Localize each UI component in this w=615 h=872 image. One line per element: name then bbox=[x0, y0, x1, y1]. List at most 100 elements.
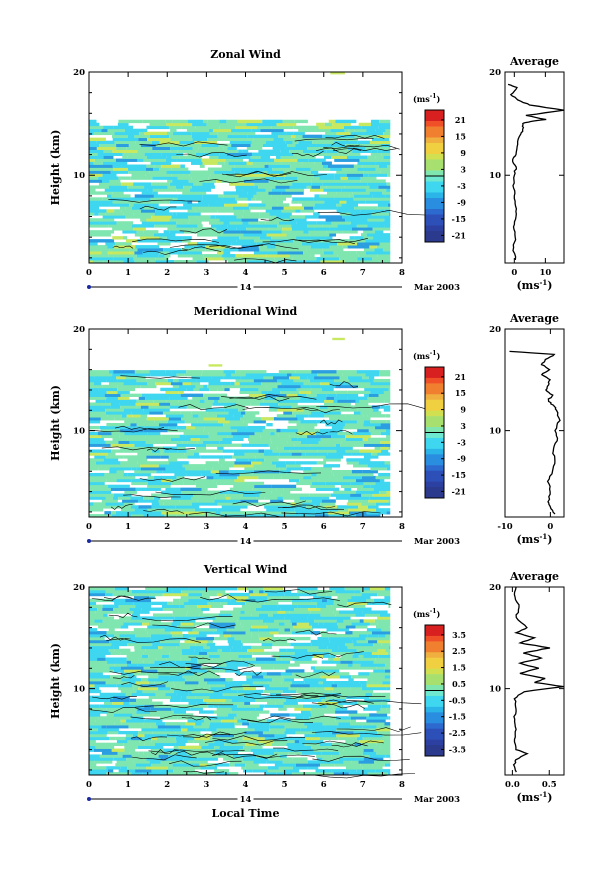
heatmap-cell bbox=[176, 188, 191, 192]
heatmap-cell bbox=[126, 654, 142, 658]
heatmap-cell bbox=[345, 657, 358, 661]
heatmap-cell bbox=[103, 155, 114, 159]
heatmap-cell bbox=[207, 639, 213, 644]
heatmap-cell bbox=[294, 751, 302, 755]
x-tick-label: 0 bbox=[86, 780, 92, 790]
heatmap-cell bbox=[133, 203, 155, 207]
x-tick-label: 3 bbox=[203, 780, 209, 790]
heatmap-cell bbox=[169, 218, 190, 222]
heatmap-cell bbox=[150, 636, 177, 641]
heatmap-cell bbox=[291, 134, 296, 139]
heatmap-cell bbox=[196, 149, 205, 153]
heatmap-cell bbox=[143, 751, 153, 755]
heatmap-cell bbox=[89, 164, 113, 168]
heatmap-cell bbox=[320, 260, 345, 264]
heatmap-cell bbox=[147, 625, 172, 629]
heatmap-cell bbox=[307, 648, 332, 653]
heatmap-cell bbox=[206, 443, 231, 447]
heatmap-cell bbox=[241, 443, 252, 447]
heatmap-cell bbox=[310, 710, 336, 714]
heatmap-cell bbox=[105, 657, 127, 661]
heatmap-cell bbox=[321, 161, 332, 165]
heatmap-cell bbox=[348, 713, 370, 717]
heatmap-cell bbox=[196, 701, 207, 705]
heatmap-cell bbox=[296, 481, 312, 486]
heatmap-cell bbox=[210, 179, 217, 183]
heatmap-cell bbox=[167, 179, 173, 183]
heatmap-cell bbox=[238, 481, 265, 486]
heatmap-cell bbox=[228, 470, 254, 474]
heatmap-cell bbox=[169, 134, 192, 139]
heatmap-cell bbox=[271, 490, 291, 494]
heatmap-cell bbox=[158, 499, 180, 503]
heatmap-cell bbox=[265, 686, 289, 691]
heatmap-cell bbox=[123, 260, 135, 264]
colorbar-swatch bbox=[425, 236, 444, 243]
heatmap-cell bbox=[297, 437, 321, 442]
heatmap-cell bbox=[312, 625, 338, 629]
heatmap-cell bbox=[365, 692, 373, 697]
heatmap-cell bbox=[166, 399, 179, 403]
heatmap-cell bbox=[295, 730, 315, 735]
heatmap-cell bbox=[344, 587, 363, 591]
heatmap-cell bbox=[205, 408, 225, 412]
heatmap-cell bbox=[300, 440, 319, 444]
heatmap-cell bbox=[89, 408, 106, 412]
contour-line bbox=[121, 681, 169, 688]
heatmap-cell bbox=[113, 493, 132, 497]
heatmap-cell bbox=[322, 164, 328, 168]
heatmap-cell bbox=[358, 505, 368, 509]
heatmap-cell bbox=[163, 678, 185, 682]
x-tick-label: 3 bbox=[203, 522, 209, 532]
heatmap-cell bbox=[115, 736, 126, 741]
heatmap-cell bbox=[190, 666, 201, 670]
heatmap-cell bbox=[316, 122, 325, 127]
heatmap-cell bbox=[140, 464, 159, 468]
heatmap-cell bbox=[253, 760, 267, 764]
heatmap-cell bbox=[286, 742, 305, 747]
heatmap-cell bbox=[213, 710, 232, 714]
heatmap-cell bbox=[89, 122, 100, 127]
heatmap-cell bbox=[276, 396, 301, 400]
heatmap-cell bbox=[195, 384, 204, 389]
heatmap-cell bbox=[125, 733, 133, 738]
heatmap-cell bbox=[316, 239, 336, 243]
heatmap-cell bbox=[243, 179, 269, 183]
heatmap-cell bbox=[89, 598, 112, 603]
heatmap-cell bbox=[172, 613, 187, 617]
heatmap-cell bbox=[217, 666, 238, 670]
heatmap-cell bbox=[352, 745, 370, 749]
colorbar-label: -9 bbox=[457, 197, 466, 207]
heatmap-cell bbox=[352, 660, 374, 664]
heatmap-cell bbox=[311, 672, 331, 676]
heatmap-cell bbox=[224, 417, 241, 421]
average-frame bbox=[504, 71, 565, 264]
heatmap-cell bbox=[89, 248, 110, 252]
heatmap-cell bbox=[323, 188, 342, 192]
heatmap-cell bbox=[195, 695, 210, 700]
heatmap-cell bbox=[216, 707, 232, 711]
heatmap-cell bbox=[180, 511, 205, 515]
heatmap-cell bbox=[377, 203, 388, 207]
heatmap-cell bbox=[369, 191, 383, 195]
heatmap-cell bbox=[330, 167, 342, 171]
heatmap-cell bbox=[275, 657, 282, 661]
heatmap-cell bbox=[337, 595, 352, 600]
heatmap-cell bbox=[89, 381, 94, 386]
heatmap-cell bbox=[349, 381, 371, 386]
heatmap-cell bbox=[116, 470, 125, 474]
heatmap-cell bbox=[281, 475, 304, 480]
heatmap-cell bbox=[133, 257, 139, 261]
heatmap-cell bbox=[301, 455, 321, 459]
heatmap-cell bbox=[166, 122, 193, 127]
heatmap-cell bbox=[139, 236, 160, 240]
heatmap-cell bbox=[89, 760, 95, 764]
heatmap-cell bbox=[285, 669, 305, 673]
heatmap-cell bbox=[101, 499, 118, 503]
heatmap-cell bbox=[162, 645, 177, 650]
heatmap-cell bbox=[112, 437, 128, 442]
heatmap-cell bbox=[303, 467, 312, 471]
heatmap-cell bbox=[325, 725, 338, 729]
heatmap-cell bbox=[89, 461, 96, 465]
